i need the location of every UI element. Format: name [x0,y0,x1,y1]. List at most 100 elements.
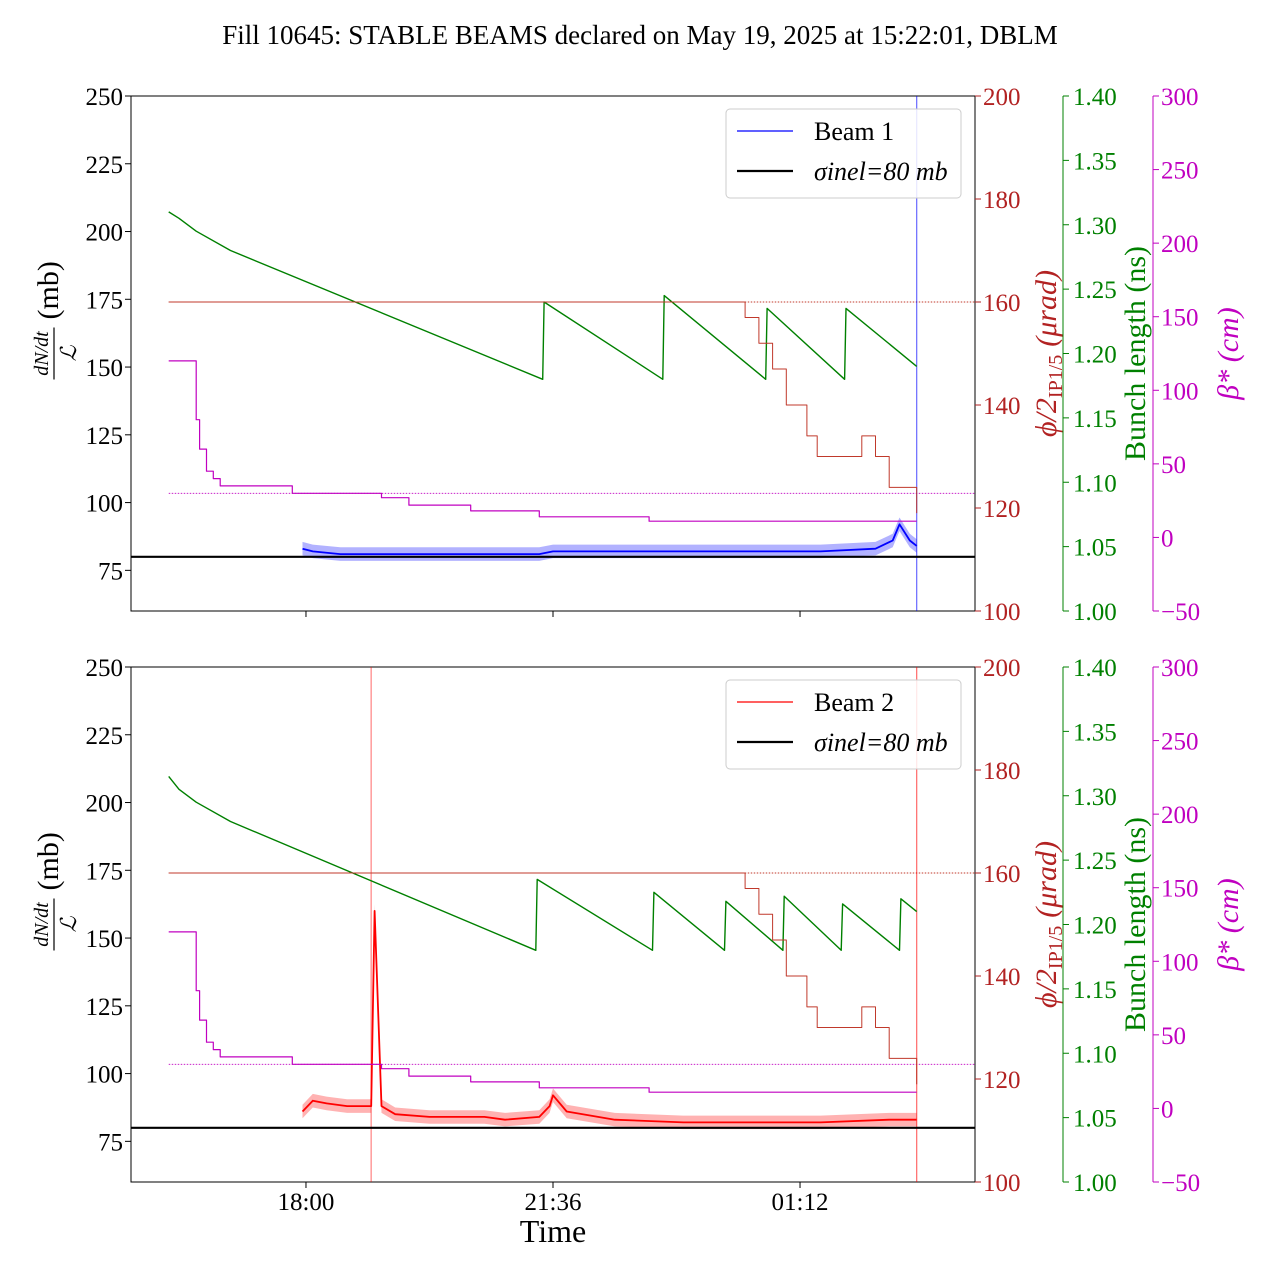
angle-tick-label: 160 [983,861,1021,888]
angle-tick-label: 200 [983,655,1021,682]
left-tick-label: 150 [86,926,124,953]
bunch-tick-label: 1.20 [1073,342,1117,369]
beta-tick-label: 150 [1161,876,1199,903]
angle-axis-label: ϕ/2IP1/5 (μrad) [1030,270,1067,437]
bunch-tick-label: 1.10 [1073,470,1117,497]
bunch-tick-label: 1.05 [1073,1106,1117,1133]
angle-axis-subscript: IP1/5 [1045,926,1067,969]
legend-sigma-label: σinel=80 mb [814,157,948,186]
left-axis-unit: (mb) [32,832,65,890]
panel-top: 75 100 125 150 175 200 225 250 (mb) dN/dt ℒ 100 120 1… [31,84,1245,626]
angle-axis-subscript: IP1/5 [1045,355,1067,398]
left-tick-label: 100 [86,491,124,518]
angle-tick-label: 180 [983,187,1021,214]
left-tick-label: 175 [86,287,124,314]
legend-sigma-label: σinel=80 mb [814,728,948,757]
beta-tick-label: 250 [1161,729,1199,756]
bunch-tick-label: 1.00 [1073,1170,1117,1197]
angle-tick-label: 180 [983,758,1021,785]
angle-axis-phi: ϕ/2 [1030,969,1063,1008]
angle-tick-label: 140 [983,393,1021,420]
left-axis-label: (mb) dN/dt ℒ [31,261,81,380]
left-tick-label: 75 [98,1129,123,1156]
left-tick-label: 125 [86,994,124,1021]
left-tick-label: 250 [86,655,124,682]
left-tick-label: 250 [86,84,124,111]
angle-tick-label: 100 [983,599,1021,626]
left-tick-label: 200 [86,220,124,247]
angle-tick-label: 120 [983,1067,1021,1094]
beta-axis-label: β* (cm) [1212,307,1245,400]
bunch-tick-label: 1.40 [1073,84,1117,111]
beta-tick-label: 200 [1161,802,1199,829]
bunch-tick-label: 1.25 [1073,848,1117,875]
bunch-tick-label: 1.35 [1073,719,1117,746]
left-axis-numerator: dN/dt [31,331,53,376]
bunch-tick-label: 1.15 [1073,977,1117,1004]
left-tick-label: 125 [86,423,124,450]
angle-axis-label-text: ϕ/2IP1/5 (μrad) [1030,841,1067,1008]
left-axis-denominator: ℒ [56,344,81,361]
left-tick-label: 200 [86,791,124,818]
left-axis-numerator: dN/dt [31,902,53,947]
x-axis-label: Time [520,1213,586,1249]
angle-axis-label-text: ϕ/2IP1/5 (μrad) [1030,270,1067,437]
x-tick-label: 01:12 [772,1189,829,1216]
angle-tick-label: 140 [983,964,1021,991]
beta-tick-label: 0 [1161,1096,1174,1123]
beta-tick-label: 300 [1161,655,1199,682]
beta-tick-label: 200 [1161,231,1199,258]
angle-axis-unit: (μrad) [1030,841,1063,918]
left-tick-label: 175 [86,858,124,885]
angle-axis-phi: ϕ/2 [1030,398,1063,437]
bunch-tick-label: 1.05 [1073,535,1117,562]
beam-rate-line [301,910,917,1124]
x-tick-label: 18:00 [277,1189,334,1216]
beta-tick-label: −50 [1161,1170,1200,1197]
beta-tick-label: 50 [1161,452,1186,479]
panel-bottom: 75 100 125 150 175 200 225 250 (mb) dN/dt ℒ 100 120 1… [31,655,1245,1216]
bunch-tick-label: 1.40 [1073,655,1117,682]
beta-tick-label: 100 [1161,949,1199,976]
angle-tick-label: 200 [983,84,1021,111]
bunch-tick-label: 1.00 [1073,599,1117,626]
left-axis-denominator: ℒ [56,915,81,932]
left-tick-label: 225 [86,723,124,750]
x-tick-label: 21:36 [525,1189,582,1216]
bunch-tick-label: 1.30 [1073,213,1117,240]
beta-tick-label: 0 [1161,525,1174,552]
left-axis-unit: (mb) [32,261,65,319]
bunch-tick-label: 1.25 [1073,277,1117,304]
left-tick-label: 100 [86,1062,124,1089]
beta-tick-label: 300 [1161,84,1199,111]
legend-beam-label: Beam 2 [814,688,894,717]
beam-rate-band [302,517,917,561]
left-axis-label: (mb) dN/dt ℒ [31,832,81,951]
beta-tick-label: 100 [1161,378,1199,405]
bunch-axis-label: Bunch length (ns) [1119,246,1152,461]
angle-tick-label: 120 [983,496,1021,523]
beam-rate-line [302,523,918,555]
left-tick-label: 150 [86,355,124,382]
crossing-angle-line [168,301,918,514]
crossing-angle-line [168,872,918,1085]
left-tick-label: 75 [98,558,123,585]
angle-axis-unit: (μrad) [1030,270,1063,347]
figure-title: Fill 10645: STABLE BEAMS declared on May… [222,20,1058,50]
legend-beam-label: Beam 1 [814,117,894,146]
angle-tick-label: 160 [983,290,1021,317]
beta-axis-label: β* (cm) [1212,878,1245,971]
bunch-tick-label: 1.10 [1073,1041,1117,1068]
bunch-tick-label: 1.30 [1073,784,1117,811]
beta-tick-label: 250 [1161,158,1199,185]
bunch-tick-label: 1.15 [1073,406,1117,433]
beta-tick-label: −50 [1161,599,1200,626]
angle-axis-label: ϕ/2IP1/5 (μrad) [1030,841,1067,1008]
left-tick-label: 225 [86,152,124,179]
beta-tick-label: 50 [1161,1023,1186,1050]
bunch-tick-label: 1.35 [1073,148,1117,175]
bunch-axis-label: Bunch length (ns) [1119,817,1152,1032]
angle-tick-label: 100 [983,1170,1021,1197]
